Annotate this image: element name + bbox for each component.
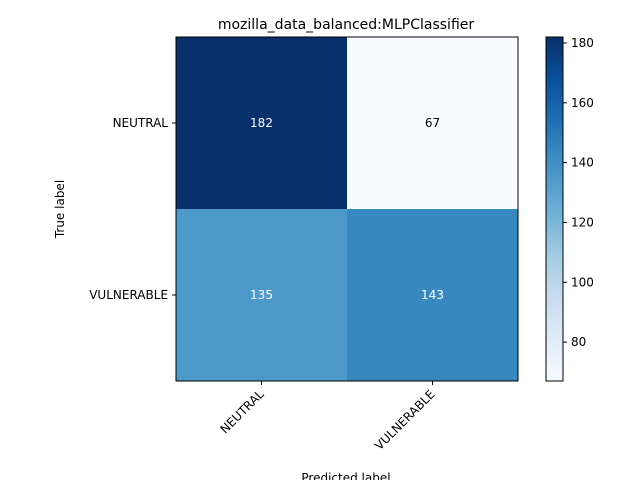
colorbar-tick-label: 180 bbox=[571, 36, 594, 50]
heatmap-cell-labels: 182 67 135 143 bbox=[250, 116, 444, 302]
y-axis-ticks: NEUTRAL VULNERABLE bbox=[89, 116, 176, 302]
heatmap-cells bbox=[176, 37, 518, 381]
plot-frame bbox=[175, 36, 519, 382]
y-tick-label: NEUTRAL bbox=[113, 116, 169, 130]
colorbar-tick-label: 80 bbox=[571, 335, 586, 349]
colorbar bbox=[545, 36, 564, 382]
x-axis-label: Predicted label bbox=[301, 471, 390, 480]
cell-value-0-1: 67 bbox=[425, 116, 440, 130]
x-tick-label: NEUTRAL bbox=[218, 387, 267, 436]
x-tick-label: VULNERABLE bbox=[372, 387, 438, 453]
heatmap-cell-1-1 bbox=[347, 209, 518, 381]
heatmap-cell-0-0 bbox=[176, 37, 347, 209]
chart-title: mozilla_data_balanced:MLPClassifier bbox=[218, 17, 475, 33]
colorbar-ticks: 80 100 120 140 160 180 bbox=[563, 36, 594, 349]
cell-value-1-0: 135 bbox=[250, 288, 273, 302]
colorbar-tick-label: 120 bbox=[571, 215, 594, 229]
x-axis-ticks: NEUTRAL VULNERABLE bbox=[218, 381, 438, 453]
y-tick-label: VULNERABLE bbox=[89, 288, 168, 302]
heatmap-cell-1-0 bbox=[176, 209, 347, 381]
colorbar-tick-label: 160 bbox=[571, 96, 594, 110]
cell-value-1-1: 143 bbox=[421, 288, 444, 302]
y-axis-label: True label bbox=[53, 180, 67, 239]
heatmap-cell-0-1 bbox=[347, 37, 518, 209]
colorbar-tick-label: 100 bbox=[571, 275, 594, 289]
cell-value-0-0: 182 bbox=[250, 116, 273, 130]
colorbar-tick-label: 140 bbox=[571, 156, 594, 170]
